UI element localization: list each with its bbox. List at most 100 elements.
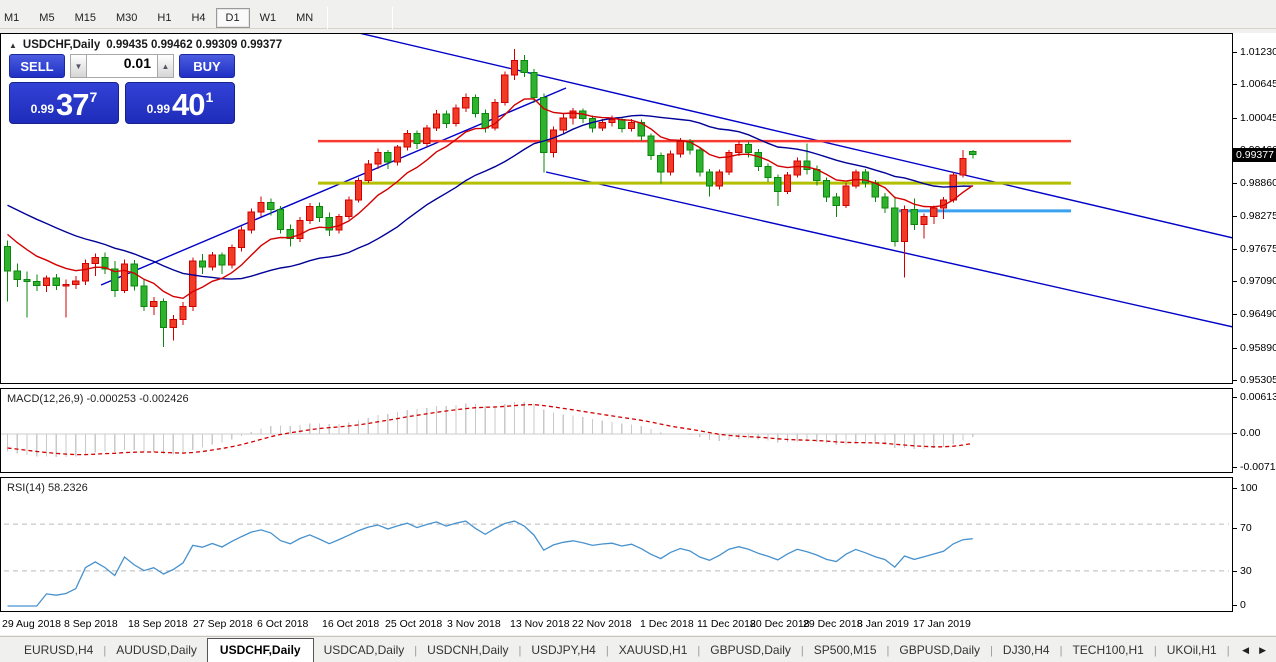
chart-symbol-label: USDCHF,Daily bbox=[22, 39, 101, 51]
date-label: 8 Jan 2019 bbox=[857, 618, 909, 630]
date-label: 11 Dec 2018 bbox=[697, 618, 756, 630]
macd-pane[interactable]: MACD(12,26,9) -0.000253 -0.002426 bbox=[0, 388, 1233, 473]
timeframe-button-w1[interactable]: W1 bbox=[259, 12, 277, 24]
rsi-canvas[interactable] bbox=[1, 478, 1232, 611]
buy-price-small: 0.99 bbox=[146, 102, 171, 116]
axis-tick bbox=[1233, 380, 1237, 381]
axis-tick bbox=[1233, 605, 1237, 606]
axis-tick bbox=[1233, 281, 1237, 282]
one-click-trade-panel: SELL ▼ 0.01 ▲ BUY 0.99 37 7 0.99 bbox=[9, 54, 235, 124]
axis-tick bbox=[1233, 397, 1237, 398]
date-label: 22 Nov 2018 bbox=[572, 618, 632, 630]
chart-tab-usdchf-daily[interactable]: USDCHF,Daily bbox=[206, 638, 314, 662]
timeframe-button-h1[interactable]: H1 bbox=[157, 12, 172, 24]
tab-scroll-right-icon[interactable]: ▶ bbox=[1259, 645, 1266, 655]
date-label: 29 Dec 2018 bbox=[803, 618, 863, 630]
chart-tab-tech100-h1[interactable]: TECH100,H1 bbox=[1072, 643, 1144, 657]
chart-tab-sp500-m15[interactable]: SP500,M15 bbox=[813, 643, 877, 657]
rsi-pane[interactable]: RSI(14) 58.2326 bbox=[0, 477, 1233, 612]
chart-tab-eurusd-h4[interactable]: EURUSD,H4 bbox=[24, 643, 94, 657]
date-label: 27 Sep 2018 bbox=[193, 618, 253, 630]
sell-button[interactable]: SELL bbox=[9, 54, 65, 78]
axis-tick bbox=[1233, 348, 1237, 349]
volume-decrease-button[interactable]: ▼ bbox=[70, 54, 87, 78]
date-label: 6 Oct 2018 bbox=[257, 618, 309, 630]
price-axis-label: 1.00645 bbox=[1240, 78, 1276, 90]
axis-tick bbox=[1233, 118, 1237, 119]
price-axis[interactable]: 1.012301.006451.000450.994600.988600.982… bbox=[1233, 33, 1276, 635]
main-chart-canvas[interactable] bbox=[1, 34, 1232, 383]
sell-price-small: 0.99 bbox=[30, 102, 55, 116]
tab-divider: | bbox=[1153, 645, 1157, 657]
rsi-axis-label: 70 bbox=[1240, 522, 1252, 534]
date-label: 16 Oct 2018 bbox=[322, 618, 380, 630]
timeframe-button-h4[interactable]: H4 bbox=[191, 12, 206, 24]
buy-price-big: 40 bbox=[172, 87, 205, 123]
macd-label: MACD(12,26,9) -0.000253 -0.002426 bbox=[7, 393, 189, 405]
chart-tab-usdcnh-daily[interactable]: USDCNH,Daily bbox=[427, 643, 509, 657]
axis-tick bbox=[1233, 433, 1237, 434]
chart-tab-dj30-h4[interactable]: DJ30,H4 bbox=[1002, 643, 1050, 657]
chart-tab-audusd-daily[interactable]: AUDUSD,Daily bbox=[116, 643, 197, 657]
toolbar-separator bbox=[392, 7, 394, 29]
rsi-axis-label: 100 bbox=[1240, 482, 1258, 494]
tab-divider: | bbox=[697, 645, 701, 657]
date-label: 1 Dec 2018 bbox=[640, 618, 694, 630]
sell-price-big: 37 bbox=[56, 87, 89, 123]
chart-tab-gbpusd-daily[interactable]: GBPUSD,Daily bbox=[710, 643, 791, 657]
tab-divider: | bbox=[1059, 645, 1063, 657]
buy-price-display[interactable]: 0.99 40 1 bbox=[125, 82, 235, 124]
tab-divider: | bbox=[886, 645, 890, 657]
chart-tab-gbpusd-daily[interactable]: GBPUSD,Daily bbox=[899, 643, 981, 657]
price-axis-label: 0.97090 bbox=[1240, 275, 1276, 287]
date-label: 8 Sep 2018 bbox=[64, 618, 118, 630]
rsi-axis-label: 0 bbox=[1240, 599, 1246, 611]
tab-divider: | bbox=[103, 645, 107, 657]
main-chart-pane[interactable]: ▲ USDCHF,Daily 0.99435 0.99462 0.99309 0… bbox=[0, 33, 1233, 384]
current-price-tag: 0.99377 bbox=[1233, 148, 1276, 162]
macd-axis-label: 0.006137 bbox=[1240, 391, 1276, 403]
price-axis-label: 0.98860 bbox=[1240, 177, 1276, 189]
chart-tab-xauusd-h1[interactable]: XAUUSD,H1 bbox=[618, 643, 688, 657]
tab-scroll-buttons: ◀ ▶ bbox=[1238, 645, 1276, 662]
timeframe-toolbar: M1 M5 M15 M30 H1 H4 D1 W1 MN bbox=[0, 0, 1276, 29]
axis-tick bbox=[1233, 84, 1237, 85]
date-label: 20 Dec 2018 bbox=[750, 618, 810, 630]
chart-tab-usdcad-daily[interactable]: USDCAD,Daily bbox=[323, 643, 405, 657]
macd-axis-label: 0.00 bbox=[1240, 427, 1261, 439]
chart-title: ▲ USDCHF,Daily 0.99435 0.99462 0.99309 0… bbox=[9, 39, 282, 51]
price-axis-label: 0.97675 bbox=[1240, 243, 1276, 255]
timeframe-button-m5[interactable]: M5 bbox=[39, 12, 55, 24]
timeframe-button-m15[interactable]: M15 bbox=[74, 12, 96, 24]
timeframe-button-m30[interactable]: M30 bbox=[115, 12, 138, 24]
tab-divider: | bbox=[518, 645, 522, 657]
volume-increase-button[interactable]: ▲ bbox=[157, 54, 174, 78]
axis-tick bbox=[1233, 249, 1237, 250]
price-axis-label: 0.95305 bbox=[1240, 374, 1276, 386]
timeframe-button-m1[interactable]: M1 bbox=[4, 12, 20, 24]
volume-input[interactable]: 0.01 bbox=[87, 54, 157, 78]
volume-stepper: ▼ 0.01 ▲ bbox=[70, 54, 174, 78]
buy-button[interactable]: BUY bbox=[179, 54, 235, 78]
rsi-label: RSI(14) 58.2326 bbox=[7, 482, 88, 494]
sell-price-display[interactable]: 0.99 37 7 bbox=[9, 82, 119, 124]
date-axis[interactable]: 29 Aug 2018 8 Sep 2018 18 Sep 2018 27 Sep 2… bbox=[0, 613, 1233, 635]
collapse-icon[interactable]: ▲ bbox=[9, 40, 17, 50]
timeframe-button-mn[interactable]: MN bbox=[296, 12, 314, 24]
tab-divider: | bbox=[414, 645, 418, 657]
chart-tab-bar: EURUSD,H4 | AUDUSD,Daily USDCHF,Daily USDCAD… bbox=[0, 636, 1276, 662]
price-axis-label: 0.96490 bbox=[1240, 308, 1276, 320]
chart-tab-u[interactable]: U bbox=[1230, 639, 1239, 662]
timeframe-button-d1[interactable]: D1 bbox=[215, 8, 250, 28]
chart-tab-usdjpy-h4[interactable]: USDJPY,H4 bbox=[531, 643, 596, 657]
date-label: 25 Oct 2018 bbox=[385, 618, 443, 630]
macd-canvas[interactable] bbox=[1, 389, 1232, 472]
price-axis-label: 1.00045 bbox=[1240, 112, 1276, 124]
tab-scroll-left-icon[interactable]: ◀ bbox=[1242, 645, 1250, 655]
axis-tick bbox=[1233, 183, 1237, 184]
axis-tick bbox=[1233, 488, 1237, 489]
price-axis-label: 0.98275 bbox=[1240, 210, 1276, 222]
date-label: 17 Jan 2019 bbox=[913, 618, 971, 630]
date-label: 13 Nov 2018 bbox=[510, 618, 570, 630]
chart-tab-ukoil-h1[interactable]: UKOil,H1 bbox=[1166, 643, 1217, 657]
